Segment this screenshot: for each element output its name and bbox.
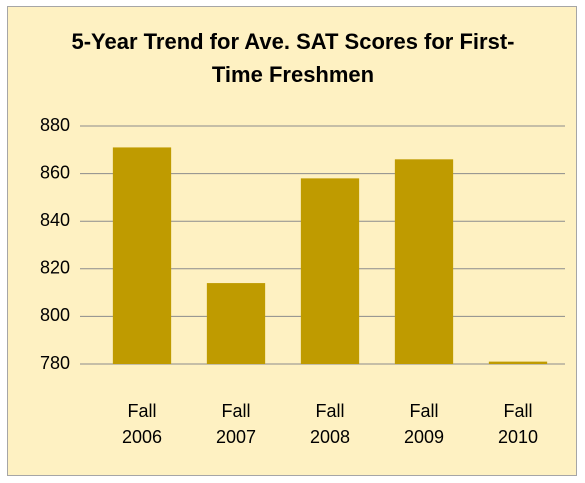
y-tick-label: 780 [40, 353, 70, 373]
chart-frame: 5-Year Trend for Ave. SAT Scores for Fir… [7, 6, 577, 476]
x-tick-label-line: Fall [503, 401, 532, 421]
y-tick-label: 880 [40, 115, 70, 135]
x-tick-label-line: 2008 [310, 427, 350, 447]
y-tick-label: 840 [40, 210, 70, 230]
x-tick-label-line: 2007 [216, 427, 256, 447]
x-tick-label: Fall 2010 [498, 401, 538, 447]
bar [112, 147, 172, 364]
bar [394, 159, 454, 364]
x-tick-label-line: 2009 [404, 427, 444, 447]
y-tick-label: 820 [40, 258, 70, 278]
x-tick-label-line: Fall [127, 401, 156, 421]
x-tick-label-line: Fall [409, 401, 438, 421]
bar [206, 283, 266, 364]
x-tick-label: Fall 2007 [216, 401, 256, 447]
chart-title: 5-Year Trend for Ave. SAT Scores for Fir… [71, 29, 515, 87]
x-tick-label-line: Fall [315, 401, 344, 421]
y-tick-label: 800 [40, 305, 70, 325]
x-tick-label-line: 2010 [498, 427, 538, 447]
x-tick-label-line: Fall [221, 401, 250, 421]
y-tick-label: 860 [40, 162, 70, 182]
x-tick-label-line: 2006 [122, 427, 162, 447]
x-tick-label: Fall 2009 [404, 401, 444, 447]
x-tick-label: Fall 2008 [310, 401, 350, 447]
bar [300, 178, 360, 364]
bar [488, 361, 548, 364]
x-tick-label: Fall 2006 [122, 401, 162, 447]
